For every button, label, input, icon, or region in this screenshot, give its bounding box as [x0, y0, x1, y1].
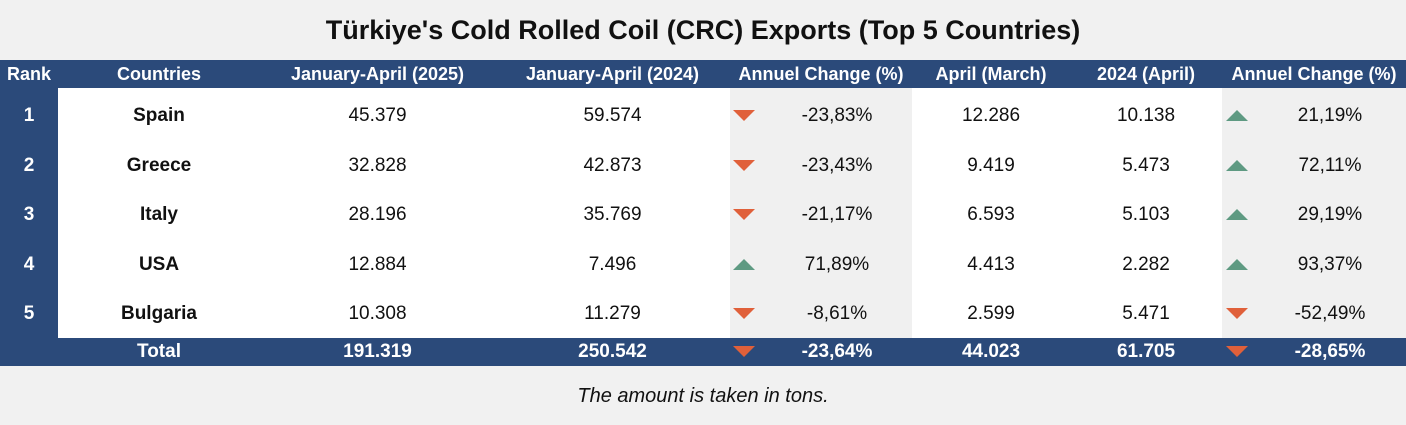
- annual-change-1-cell: -21,17%: [801, 204, 873, 226]
- table-header-row: Rank Countries January-April (2025) Janu…: [0, 60, 1406, 88]
- jan-apr-2025-cell: 10.308: [348, 303, 407, 325]
- april-march-cell: 4.413: [967, 253, 1015, 275]
- triangle-down-icon: [733, 110, 755, 121]
- total-jan-apr-2025: 191.319: [343, 341, 412, 362]
- header-annual-change-2: Annuel Change (%): [1231, 64, 1397, 84]
- annual-change-2-cell: 29,19%: [1297, 204, 1363, 226]
- header-april-march: April (March): [935, 64, 1047, 84]
- jan-apr-2024-cell: 59.574: [583, 105, 642, 126]
- jan-apr-2025-cell: 28.196: [348, 204, 407, 226]
- rank-cell: 4: [23, 253, 35, 275]
- 2024-april-cell: 2.282: [1122, 253, 1170, 275]
- rank-column-bg: [0, 88, 58, 338]
- annual-change-1-cell: -23,83%: [801, 105, 873, 126]
- total-2024-april: 61.705: [1116, 341, 1176, 362]
- triangle-up-icon: [1226, 258, 1248, 270]
- annual-change-2-cell: -52,49%: [1294, 303, 1366, 325]
- change-column-bg-2: [1222, 88, 1406, 338]
- april-march-cell: 2.599: [967, 303, 1015, 325]
- country-cell: Italy: [139, 204, 179, 226]
- jan-apr-2025-cell: 45.379: [348, 105, 407, 126]
- 2024-april-cell: 10.138: [1116, 105, 1176, 126]
- total-label: Total: [137, 341, 181, 362]
- april-march-cell: 6.593: [967, 204, 1015, 226]
- rank-cell: 3: [23, 204, 35, 226]
- header-2024-april: 2024 (April): [1096, 64, 1196, 84]
- 2024-april-cell: 5.471: [1122, 303, 1170, 325]
- triangle-up-icon: [1226, 110, 1248, 121]
- header-jan-apr-2025: January-April (2025): [290, 64, 465, 84]
- april-march-cell: 9.419: [967, 154, 1015, 176]
- triangle-up-icon: [1226, 209, 1248, 221]
- table-title: Türkiye's Cold Rolled Coil (CRC) Exports…: [325, 15, 1081, 45]
- footnote: The amount is taken in tons.: [577, 385, 829, 407]
- total-jan-apr-2024: 250.542: [578, 341, 647, 362]
- jan-apr-2025-cell: 32.828: [348, 154, 407, 176]
- jan-apr-2025-cell: 12.884: [348, 253, 407, 275]
- jan-apr-2024-cell: 7.496: [588, 253, 637, 275]
- annual-change-2-cell: 72,11%: [1298, 154, 1362, 176]
- total-row: Total 191.319 250.542 -23,64% 44.023 61.…: [0, 338, 1406, 366]
- total-annual-change-1: -23,64%: [801, 341, 873, 362]
- header-countries: Countries: [116, 64, 201, 84]
- table-body-bg-right: [912, 88, 1222, 338]
- rank-cell: 5: [23, 303, 35, 325]
- annual-change-1-cell: -8,61%: [806, 303, 868, 325]
- header-annual-change-1: Annuel Change (%): [738, 64, 904, 84]
- total-april-march: 44.023: [961, 341, 1021, 362]
- triangle-down-icon: [1226, 308, 1248, 320]
- triangle-down-icon: [733, 159, 755, 171]
- april-march-cell: 12.286: [961, 105, 1021, 126]
- table-body-bg-left: [58, 88, 730, 338]
- total-annual-change-2: -28,65%: [1294, 341, 1366, 362]
- triangle-down-icon: [733, 308, 755, 320]
- jan-apr-2024-cell: 42.873: [583, 154, 642, 176]
- triangle-up-icon: [1226, 159, 1248, 171]
- triangle-up-icon: [733, 258, 755, 270]
- annual-change-1-cell: 71,89%: [804, 253, 870, 275]
- triangle-down-icon: [1226, 346, 1248, 357]
- change-column-bg-1: [730, 88, 912, 338]
- country-cell: USA: [138, 253, 180, 275]
- jan-apr-2024-cell: 11.279: [584, 303, 641, 325]
- header-jan-apr-2024: January-April (2024): [525, 64, 700, 84]
- country-cell: Spain: [133, 105, 185, 126]
- jan-apr-2024-cell: 35.769: [583, 204, 642, 226]
- 2024-april-cell: 5.103: [1122, 204, 1170, 226]
- annual-change-2-cell: 93,37%: [1297, 253, 1363, 275]
- triangle-down-icon: [733, 346, 755, 357]
- country-cell: Greece: [126, 154, 192, 176]
- 2024-april-cell: 5.473: [1122, 154, 1170, 176]
- header-rank: Rank: [6, 64, 51, 84]
- rank-cell: 1: [23, 105, 35, 126]
- annual-change-1-cell: -23,43%: [801, 154, 873, 176]
- rank-cell: 2: [23, 154, 35, 176]
- annual-change-2-cell: 21,19%: [1297, 105, 1363, 126]
- country-cell: Bulgaria: [120, 303, 198, 325]
- triangle-down-icon: [733, 209, 755, 221]
